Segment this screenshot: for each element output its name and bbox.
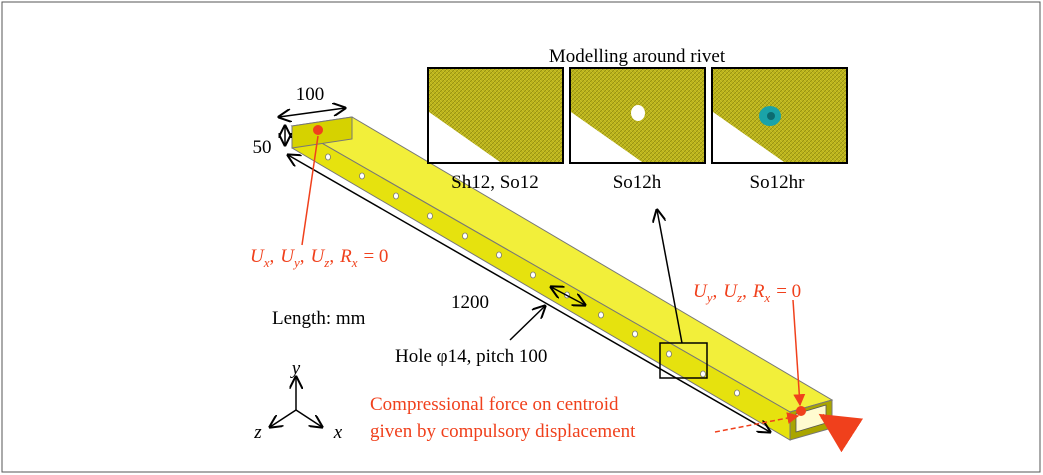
axis-label: z (253, 422, 262, 443)
dim-length: 1200 (451, 292, 489, 313)
fixed-point (313, 125, 323, 135)
label-part: , (300, 246, 305, 267)
beam (292, 117, 832, 440)
dim-width: 100 (296, 84, 325, 105)
label-part: = 0 (363, 246, 388, 267)
load-point (796, 406, 806, 416)
unit-note: Length: mm (272, 308, 366, 329)
load-text: Compressional force on centroid (370, 394, 619, 415)
label-part: , (742, 281, 747, 302)
label-part: R (339, 246, 352, 267)
load-text: given by compulsory displacement (370, 421, 636, 442)
inset-images (428, 68, 847, 163)
inset-label: Sh12, So12 (451, 172, 539, 193)
bc-right: Uy,Uz,Rx= 0 (693, 281, 801, 305)
label-part: , (270, 246, 275, 267)
label-part: x (763, 290, 770, 305)
dim-height: 50 (253, 137, 272, 158)
bc-left: Ux,Uy,Uz,Rx= 0 (250, 246, 388, 270)
label-part: R (752, 281, 765, 302)
hole-note: Hole φ14, pitch 100 (395, 346, 547, 367)
diagram: Modelling around rivet Sh12, So12 So12h … (0, 0, 1043, 475)
label-part: , (713, 281, 718, 302)
axis-label: y (290, 358, 301, 379)
axis-label: x (333, 422, 343, 443)
label-part: , (329, 246, 334, 267)
label-part: = 0 (776, 281, 801, 302)
label-part: x (351, 255, 358, 270)
inset-label: So12h (613, 172, 662, 193)
inset-label: So12hr (750, 172, 806, 193)
inset-title: Modelling around rivet (549, 46, 726, 67)
